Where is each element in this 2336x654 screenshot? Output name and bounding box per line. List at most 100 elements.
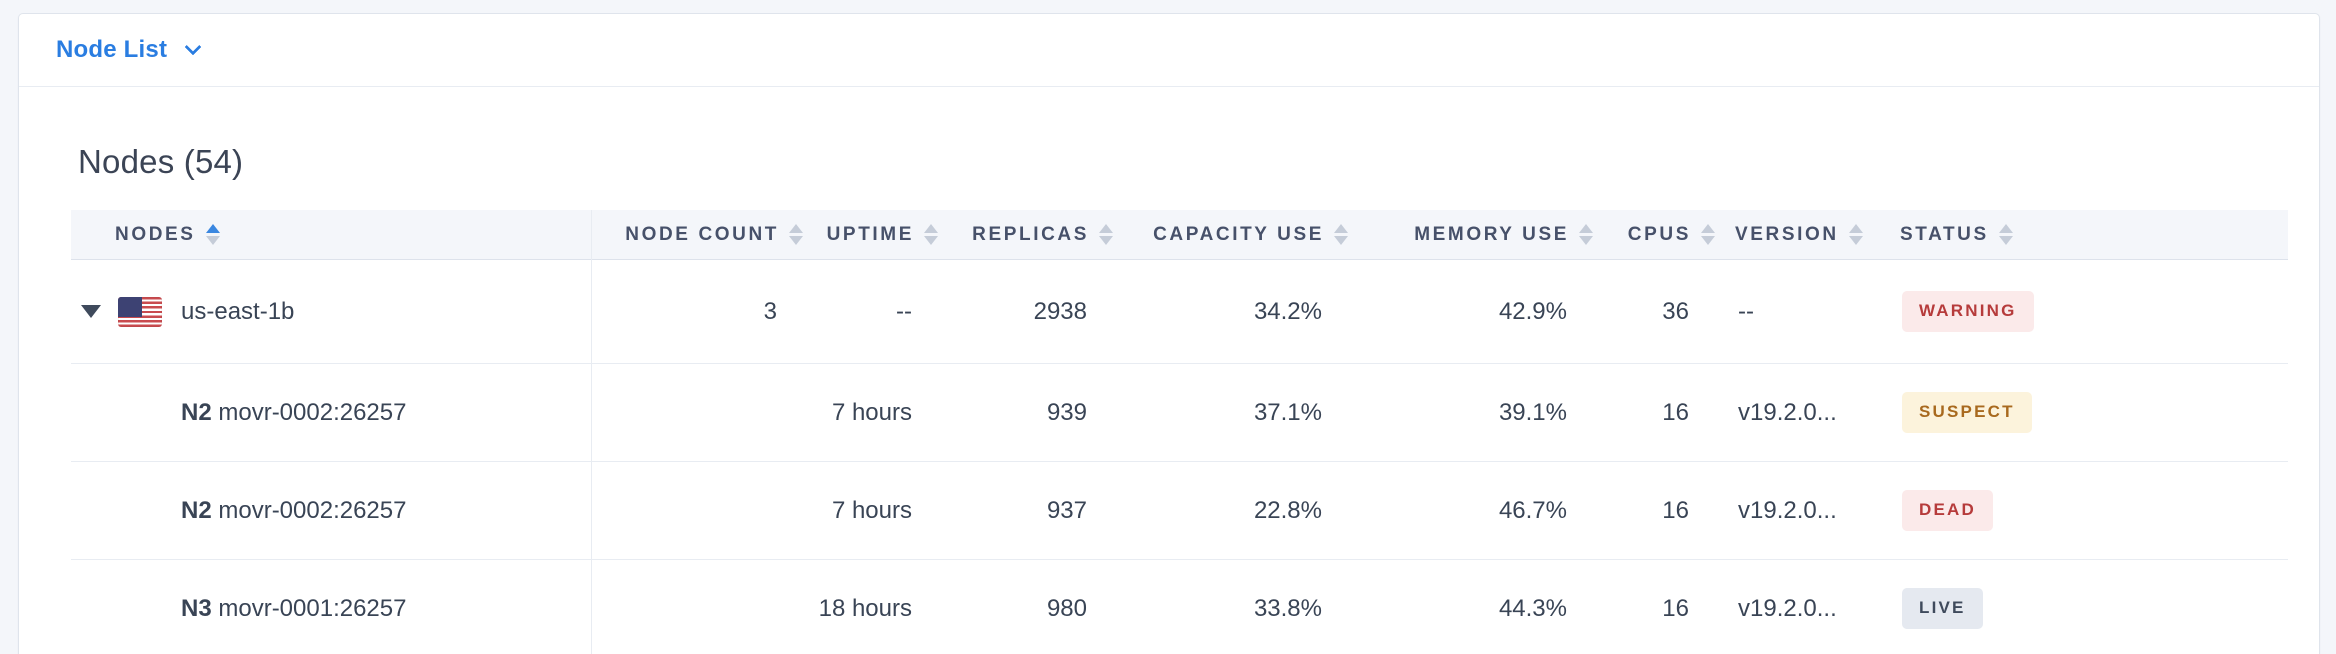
view-selector-label: Node List [56,36,168,63]
version-cell: -- [1738,297,1754,325]
capacity-cell: 22.8% [1253,496,1322,524]
status-badge: DEAD [1902,490,1993,531]
memory-cell: 39.1% [1498,398,1567,426]
nodes-cell: N2 movr-0002:26257 [71,462,591,559]
column-header-node_count[interactable]: NODE COUNT [591,210,803,259]
node-list-card: Node List Nodes (54) NODES NODE COUNT UPTI… [18,13,2320,654]
cpus-cell: 36 [1662,297,1689,325]
replicas-cell: 2938 [1033,297,1087,325]
node-id: N2 [181,496,212,524]
nodes-cell: N2 movr-0002:26257 [71,364,591,461]
status-cell: WARNING [1880,260,2288,363]
replicas-cell: 980 [1046,594,1087,622]
capacity-cell: 34.2% [1253,297,1322,325]
column-header-label: NODE COUNT [625,223,779,245]
table-row-node[interactable]: N2 movr-0002:26257 7 hours 937 22.8% 46.7% 16… [71,462,2288,560]
status-cell: LIVE [1880,560,2288,654]
node-id: N3 [181,594,212,622]
node-name: N2 movr-0002:26257 [181,496,407,524]
column-divider [591,210,592,654]
column-header-label: STATUS [1900,223,1989,245]
sort-up-arrow-icon [1579,224,1593,233]
table-row-node[interactable]: N2 movr-0002:26257 7 hours 939 37.1% 39.1% 16… [71,364,2288,462]
node-name: N3 movr-0001:26257 [181,594,407,622]
sort-icon [1848,224,1863,245]
sort-icon [1998,224,2013,245]
capacity-cell: 37.1% [1253,398,1322,426]
node-count-cell [591,364,803,461]
memory-cell: 42.9% [1498,297,1567,325]
column-header-uptime[interactable]: UPTIME [803,210,938,259]
memory-cell: 44.3% [1498,594,1567,622]
column-header-memory[interactable]: MEMORY USE [1348,210,1593,259]
cpus-cell: 16 [1662,398,1689,426]
page-title: Nodes (54) [78,143,244,180]
sort-down-arrow-icon [1579,236,1593,245]
column-header-label: CAPACITY USE [1153,223,1324,245]
replicas-cell: 937 [1046,496,1087,524]
version-cell: v19.2.0... [1738,398,1837,426]
replicas-cell: 939 [1046,398,1087,426]
uptime-cell: 7 hours [831,496,912,524]
nodes-cell: N3 movr-0001:26257 [71,560,591,654]
sort-up-arrow-icon [789,224,803,233]
sort-up-arrow-icon [1334,224,1348,233]
node-count-cell: 3 [763,297,777,325]
sort-down-arrow-icon [1848,236,1863,245]
column-header-label: UPTIME [826,223,914,245]
column-header-status[interactable]: STATUS [1880,210,2288,259]
sort-icon [1579,224,1593,245]
sort-down-arrow-icon [924,236,938,245]
version-cell: v19.2.0... [1738,496,1837,524]
sort-icon [1334,224,1348,245]
column-header-label: MEMORY USE [1414,223,1569,245]
cpus-cell: 16 [1662,496,1689,524]
status-badge: SUSPECT [1902,392,2032,433]
us-flag-icon [118,296,162,327]
sort-up-arrow-icon [1998,224,2013,233]
column-header-label: NODES [115,223,196,245]
cpus-cell: 16 [1662,594,1689,622]
table-row-node[interactable]: N3 movr-0001:26257 18 hours 980 33.8% 44.3% 1… [71,560,2288,654]
column-header-cpus[interactable]: CPUS [1593,210,1715,259]
status-cell: DEAD [1880,462,2288,559]
node-name: N2 movr-0002:26257 [181,398,407,426]
column-header-nodes[interactable]: NODES [71,210,591,259]
sort-icon [789,224,803,245]
memory-cell: 46.7% [1498,496,1567,524]
expand-caret-icon[interactable] [81,305,101,318]
region-name: us-east-1b [181,297,295,325]
uptime-cell: 7 hours [831,398,912,426]
uptime-cell: -- [896,297,912,325]
node-count-cell [591,462,803,559]
column-header-version[interactable]: VERSION [1715,210,1880,259]
sort-down-arrow-icon [1099,236,1113,245]
status-badge: LIVE [1902,588,1983,629]
status-badge: WARNING [1902,291,2034,332]
sort-icon [1099,224,1113,245]
flag-canton [118,296,142,317]
version-cell: v19.2.0... [1738,594,1837,622]
card-header: Node List [19,14,2319,87]
nodes-cell: us-east-1b [71,260,591,363]
sort-up-arrow-icon [924,224,938,233]
sort-up-arrow-icon [205,224,220,233]
column-header-capacity[interactable]: CAPACITY USE [1113,210,1348,259]
column-header-label: REPLICAS [972,223,1089,245]
uptime-cell: 18 hours [818,594,912,622]
column-header-label: VERSION [1735,223,1839,245]
sort-down-arrow-icon [1701,236,1715,245]
column-header-replicas[interactable]: REPLICAS [938,210,1113,259]
chevron-down-icon [184,38,202,55]
sort-icon [1701,224,1715,245]
table-row-region[interactable]: us-east-1b 3 -- 2938 34.2% 42.9% 36 -- WARNING [71,260,2288,364]
node-count-cell [591,560,803,654]
sort-up-arrow-icon [1848,224,1863,233]
sort-icon [205,224,220,245]
sort-up-arrow-icon [1701,224,1715,233]
sort-icon [924,224,938,245]
sort-up-arrow-icon [1099,224,1113,233]
view-selector-dropdown[interactable]: Node List [56,36,202,64]
table-header-row: NODES NODE COUNT UPTIME REPLICAS CAPACITY US… [71,210,2288,260]
sort-down-arrow-icon [205,236,220,245]
